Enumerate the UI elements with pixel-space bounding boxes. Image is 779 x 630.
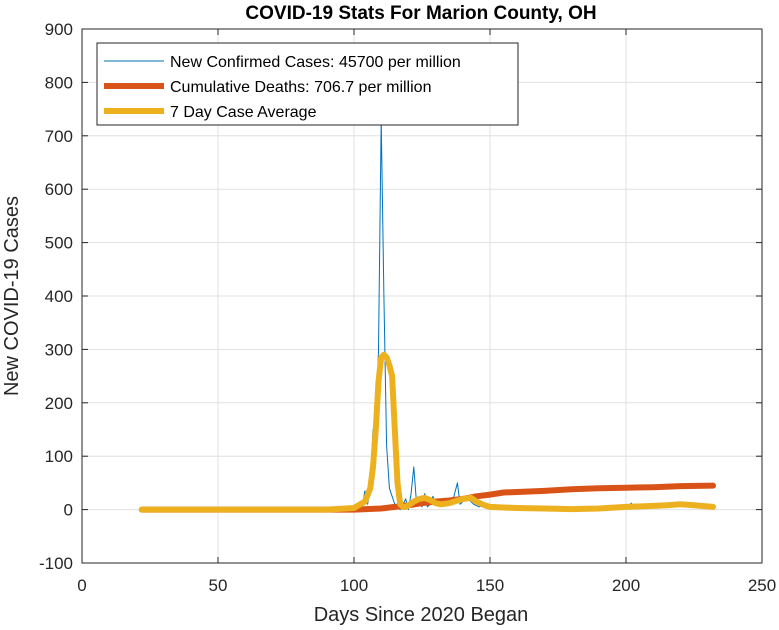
x-tick-label: 150 <box>476 576 504 595</box>
legend-entry-1: New Confirmed Cases: 45700 per million <box>170 54 461 71</box>
legend-entry-3: 7 Day Case Average <box>170 104 317 121</box>
y-tick-label: 400 <box>45 287 73 306</box>
y-tick-label: 500 <box>45 234 73 253</box>
series-line-3 <box>138 351 716 513</box>
chart-title: COVID-19 Stats For Marion County, OH <box>245 3 596 24</box>
y-axis-label: New COVID-19 Cases <box>1 196 23 396</box>
legend-entry-2: Cumulative Deaths: 706.7 per million <box>170 79 431 96</box>
x-tick-label: 100 <box>340 576 368 595</box>
legend-box <box>96 42 519 126</box>
y-tick-label: 600 <box>45 180 73 199</box>
y-tick-label: 300 <box>45 340 73 359</box>
series-layer <box>138 119 716 513</box>
y-tick-label: 200 <box>45 394 73 413</box>
y-tick-label: 700 <box>45 127 73 146</box>
x-tick-label: 0 <box>77 576 86 595</box>
ticks: 0 50 100 150 200 250-100010020030040050060070… <box>39 20 776 595</box>
x-axis-label: Days Since 2020 Began <box>314 604 529 626</box>
y-tick-label: 0 <box>64 501 73 520</box>
series-line-2 <box>138 482 716 513</box>
legend: New Confirmed Cases: 45700 per million Cu… <box>96 42 519 126</box>
y-tick-label: -100 <box>39 554 73 573</box>
x-tick-label: 250 <box>748 576 776 595</box>
x-tick-label: 200 <box>612 576 640 595</box>
y-tick-label: 800 <box>45 73 73 92</box>
x-tick-label: 50 <box>209 576 228 595</box>
y-tick-label: 100 <box>45 447 73 466</box>
y-tick-label: 900 <box>45 20 73 39</box>
